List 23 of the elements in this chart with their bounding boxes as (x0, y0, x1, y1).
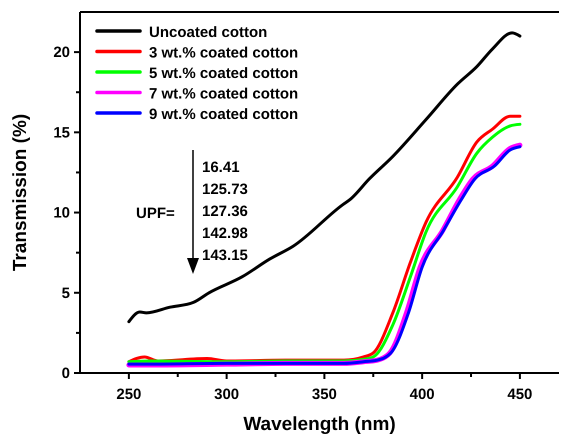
x-tick-label: 350 (312, 386, 337, 403)
y-tick-label: 5 (62, 284, 70, 302)
x-tick-label: 400 (410, 386, 435, 403)
x-axis-title: Wavelength (nm) (243, 414, 396, 435)
y-axis-title: Transmission (%) (10, 114, 31, 272)
x-tick-label: 450 (507, 386, 532, 403)
annotation: 125.73 (202, 181, 248, 198)
legend-label: Uncoated cotton (149, 24, 268, 41)
x-tick-label: 250 (116, 386, 142, 403)
annotation: 142.98 (202, 225, 248, 242)
legend-label: 3 wt.% coated cotton (149, 44, 298, 62)
y-tick-label: 15 (53, 124, 70, 142)
legend-label: 7 wt.% coated cotton (149, 86, 298, 102)
annotation: 143.15 (202, 247, 248, 264)
legend-label: 5 wt.% coated cotton (149, 65, 298, 82)
annotation: UPF= (136, 205, 175, 222)
y-tick-label: 20 (53, 44, 70, 62)
y-tick-label: 0 (62, 365, 70, 382)
legend-label: 9 wt.% coated cotton (149, 106, 298, 123)
x-tick-label: 300 (214, 386, 240, 403)
y-tick-label: 10 (53, 204, 70, 222)
annotation: 127.36 (202, 203, 248, 220)
annotation: 16.41 (202, 159, 240, 176)
